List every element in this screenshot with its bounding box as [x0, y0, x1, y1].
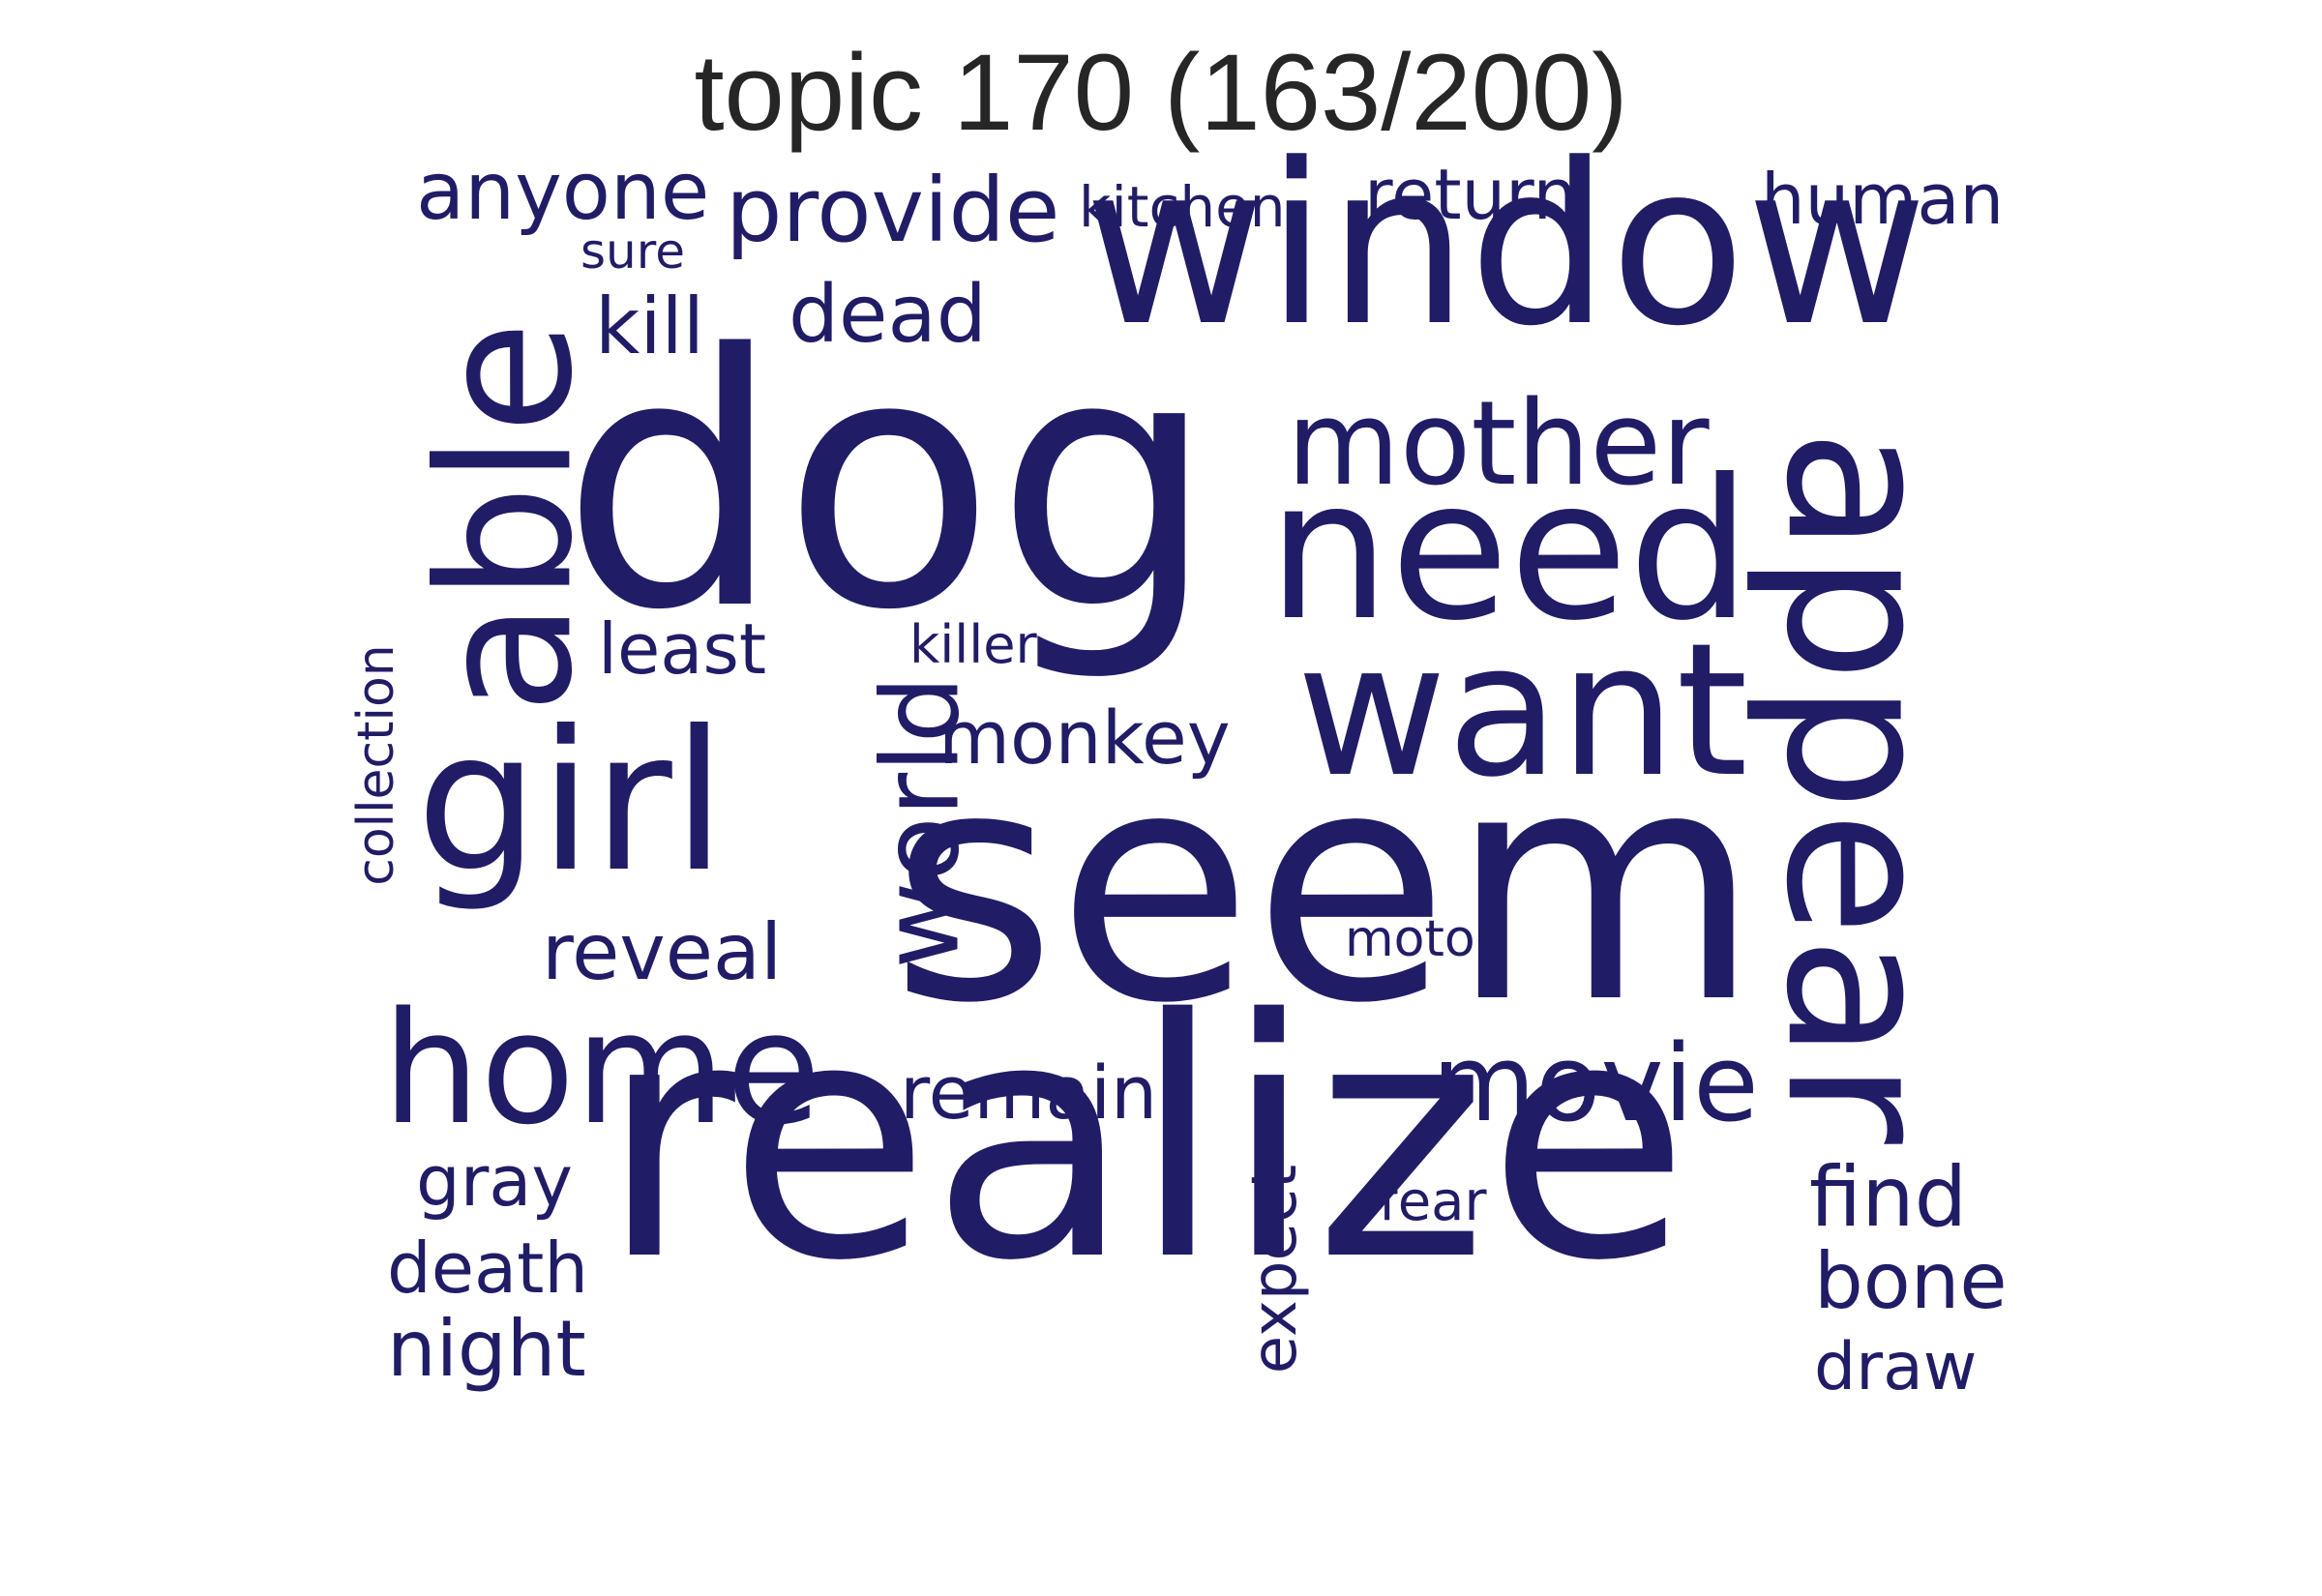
word-remain: remain — [900, 1049, 1158, 1136]
word-least: least — [598, 608, 767, 690]
word-motor: motor — [1345, 910, 1497, 968]
word-fear: fear — [1379, 1170, 1487, 1233]
word-want: want — [1296, 604, 1748, 817]
word-kitchen: kitchen — [1079, 174, 1286, 240]
word-return: return — [1364, 154, 1578, 235]
word-draw: draw — [1814, 1329, 1978, 1405]
word-home: home — [382, 978, 821, 1159]
cloud-title: topic 170 (163/200) — [694, 32, 1628, 153]
word-sure: sure — [580, 223, 685, 280]
word-kill: kill — [595, 281, 705, 371]
word-killer: killer — [909, 614, 1037, 675]
word-dead: dead — [789, 269, 987, 361]
word-monkey: monkey — [938, 695, 1231, 781]
word-able: able — [399, 320, 613, 715]
word-appear: appear — [1741, 429, 1979, 1144]
word-mother: mother — [1287, 377, 1710, 512]
word-girl: girl — [416, 690, 727, 915]
word-anyone: anyone — [416, 146, 710, 238]
word-realize: realize — [600, 950, 1690, 1333]
word-need: need — [1267, 438, 1751, 664]
word-gray: gray — [416, 1140, 574, 1222]
word-bone: bone — [1814, 1236, 2008, 1326]
word-expect: expect — [1239, 1164, 1312, 1374]
word-night: night — [387, 1304, 586, 1394]
word-human: human — [1761, 159, 2005, 240]
word-find: find — [1809, 1149, 1968, 1246]
word-collection: collection — [346, 644, 405, 886]
word-provide: provide — [726, 159, 1060, 262]
word-death: death — [387, 1227, 588, 1309]
word-seem: seem — [890, 701, 1761, 1073]
word-reveal: reveal — [542, 907, 783, 997]
word-movie: movie — [1432, 1021, 1759, 1145]
word-dog: dog — [561, 281, 1217, 686]
word-window: window — [1084, 117, 1928, 375]
